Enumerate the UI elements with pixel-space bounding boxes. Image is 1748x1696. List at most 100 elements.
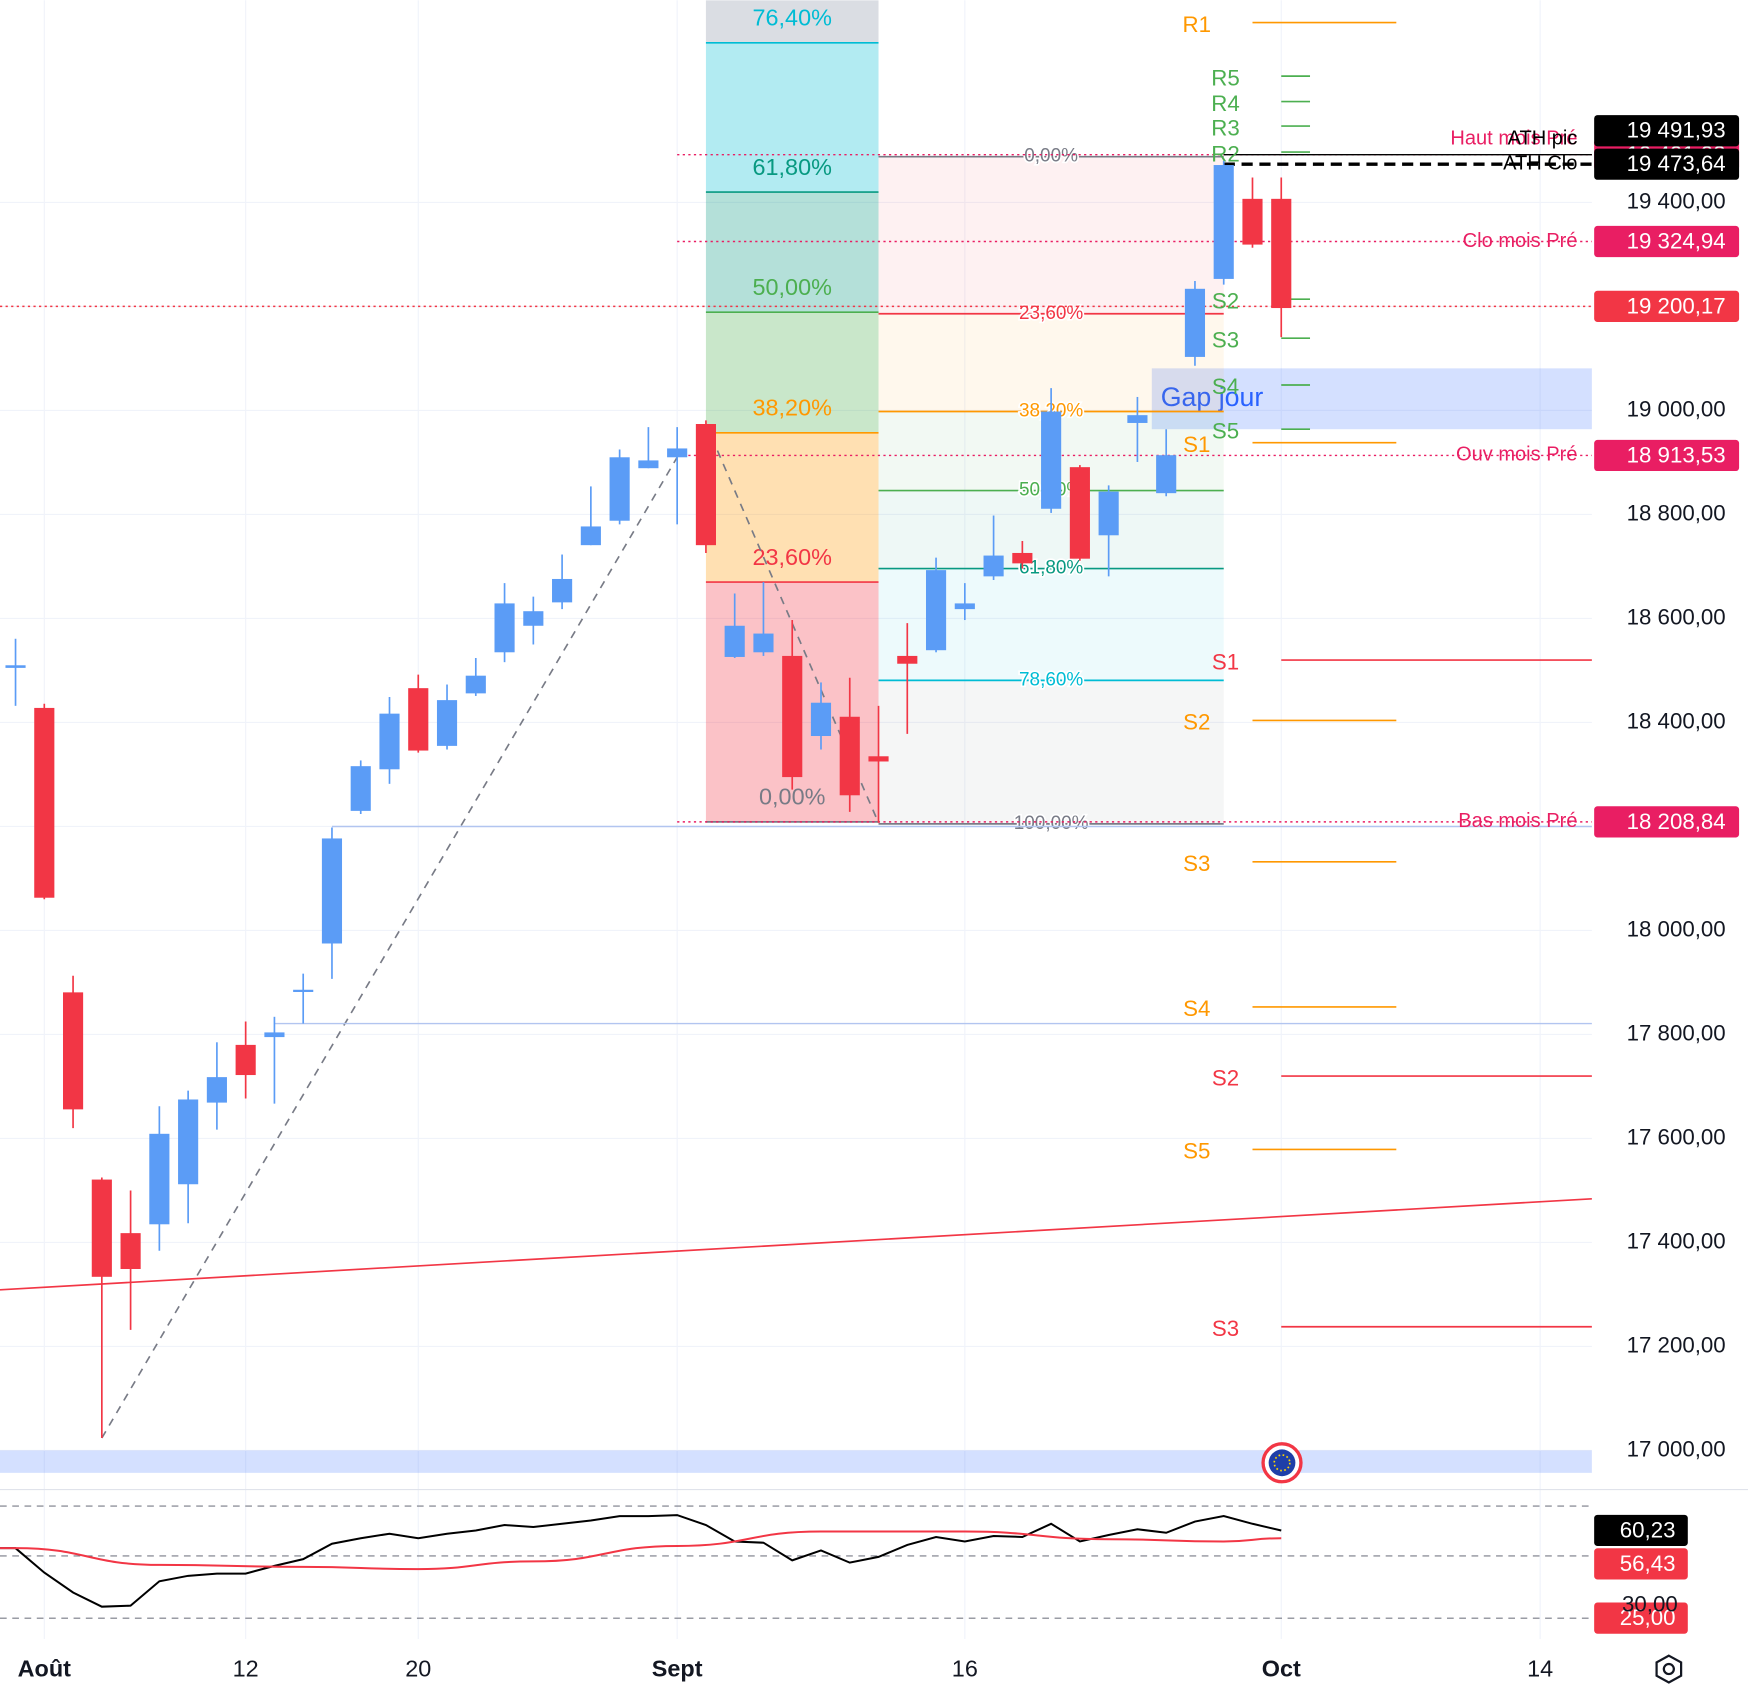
rsi-line — [0, 1530, 1282, 1571]
zone — [0, 1450, 1592, 1473]
pivot-label: S4 — [1212, 374, 1239, 399]
candle-body — [1271, 198, 1292, 309]
candle-body — [523, 611, 544, 626]
y-tick-label: 17 200,00 — [1627, 1332, 1726, 1357]
settings-icon[interactable] — [1655, 1654, 1683, 1684]
candle-body — [1242, 198, 1263, 245]
y-tick-label: 19 000,00 — [1627, 396, 1726, 421]
level-label: ATH pic — [1508, 127, 1578, 149]
candle-body — [34, 707, 55, 898]
level-label: Ouv mois Pré — [1456, 444, 1577, 466]
fib-label: 76,40% — [753, 5, 832, 31]
price-box-label: 18 913,53 — [1627, 442, 1726, 467]
y-tick-label: 18 400,00 — [1627, 708, 1726, 733]
pivot-label: R1 — [1183, 12, 1211, 37]
candle-body — [235, 1044, 256, 1076]
candle-body — [810, 702, 832, 737]
x-tick-label: 14 — [1527, 1655, 1553, 1681]
x-tick-label: Oct — [1262, 1655, 1301, 1681]
level-label: Bas mois Pré — [1458, 810, 1577, 832]
pivot-label: S2 — [1183, 710, 1210, 735]
candle-body — [782, 655, 803, 778]
y-tick-label: 18 600,00 — [1627, 604, 1726, 629]
candle-body — [1012, 552, 1033, 564]
pivot-label: R5 — [1211, 65, 1239, 90]
pivot-label: S5 — [1212, 418, 1239, 443]
rsi-tick-label: 30,00 — [1622, 1592, 1678, 1617]
pivot-label: S1 — [1183, 432, 1210, 457]
candle-body — [494, 603, 515, 653]
candle-body — [868, 756, 889, 762]
x-tick-label: Août — [18, 1655, 71, 1681]
rsi-box — [1594, 1602, 1688, 1634]
level-label: Haut mois Pré — [1450, 127, 1577, 149]
candle-body — [897, 655, 918, 664]
fib-band — [705, 192, 879, 313]
price-box-label: 18 208,84 — [1627, 809, 1726, 834]
fib-label: 50,00% — [753, 274, 832, 300]
y-tick-label: 19 400,00 — [1627, 188, 1726, 213]
y-tick-label: 17 000,00 — [1627, 1436, 1726, 1461]
zone — [1151, 368, 1592, 430]
fib-band — [705, 432, 879, 583]
pivot-label: S3 — [1212, 327, 1239, 352]
candle-body — [1098, 491, 1119, 536]
y-tick-label: 17 800,00 — [1627, 1020, 1726, 1045]
level-label: ATH Clo — [1503, 152, 1577, 174]
eu-event-icon[interactable] — [1261, 1442, 1303, 1484]
x-tick-label: 16 — [952, 1655, 978, 1681]
candle-body — [1156, 455, 1177, 494]
candle-body — [321, 838, 343, 944]
fib-label: 38,20% — [753, 395, 832, 421]
y-tick-label: 18 800,00 — [1627, 500, 1726, 525]
candle-body — [206, 1077, 227, 1103]
trendline — [101, 456, 678, 1439]
candle-body — [91, 1179, 112, 1277]
rsi-box-label: 25,00 — [1620, 1605, 1676, 1630]
x-tick-label: Sept — [652, 1655, 703, 1681]
axes: 17 000,00 17 200,00 17 400,00 17 600,00 17 8… — [18, 115, 1740, 1681]
price-box-label: 19 491,93 — [1627, 118, 1726, 143]
pivot-label: S2 — [1212, 1065, 1239, 1090]
price-box-label: 19 324,94 — [1627, 229, 1726, 254]
candle-body — [350, 766, 371, 811]
rsi-box — [1594, 1548, 1688, 1580]
price-box — [1594, 439, 1740, 472]
candle-body — [408, 688, 429, 751]
candle-body — [925, 570, 947, 651]
candle-body — [724, 625, 745, 657]
price-box-label: 19 473,64 — [1627, 151, 1726, 176]
candle-body — [552, 578, 573, 603]
candle-body — [178, 1099, 199, 1185]
main-pane: Gap jour 0,00% 23,60% 38,20% 50,00% 61,80% 76,… — [0, 0, 1592, 1473]
candle-body — [62, 992, 84, 1110]
candle-body — [293, 989, 314, 992]
candle-body — [436, 700, 458, 746]
x-tick-label: 20 — [405, 1655, 431, 1681]
candle-body — [753, 633, 774, 653]
candle-body — [120, 1233, 141, 1270]
candle-body — [1041, 411, 1062, 509]
fib-band — [705, 312, 879, 433]
candle-body — [1069, 467, 1090, 559]
price-box — [1594, 225, 1740, 258]
pivot-label: S2 — [1212, 288, 1239, 313]
price-box — [1594, 290, 1740, 322]
pivot-label: S3 — [1183, 851, 1210, 876]
fib-label: 23,60% — [1019, 303, 1083, 324]
candle-body — [465, 675, 486, 694]
price-box-label: 19 200,17 — [1627, 293, 1726, 318]
candle-body — [580, 526, 601, 546]
fib-label: 78,60% — [1019, 669, 1083, 690]
candle-body — [1213, 165, 1234, 279]
candle-body — [1184, 288, 1206, 357]
rsi-pane: 30,00 — [0, 1505, 1678, 1619]
trendline — [0, 1197, 1592, 1291]
x-tick-label: 12 — [233, 1655, 259, 1681]
rsi-box-label: 60,23 — [1620, 1517, 1676, 1542]
rsi-box — [1594, 1514, 1688, 1547]
rsi-line — [0, 1514, 1282, 1608]
y-tick-label: 17 600,00 — [1627, 1124, 1726, 1149]
